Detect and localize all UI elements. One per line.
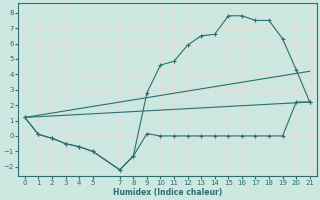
X-axis label: Humidex (Indice chaleur): Humidex (Indice chaleur) [113, 188, 222, 197]
